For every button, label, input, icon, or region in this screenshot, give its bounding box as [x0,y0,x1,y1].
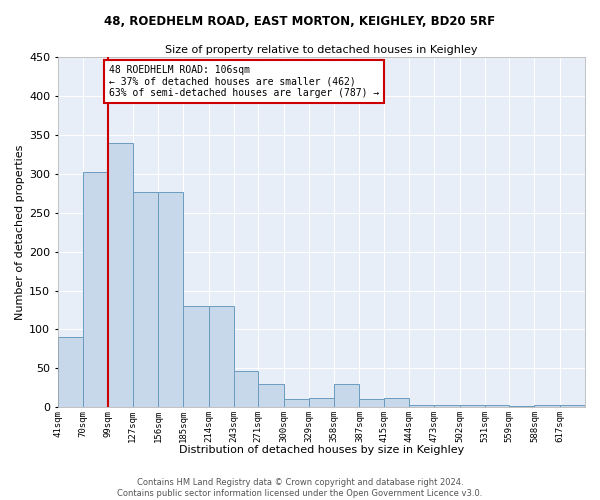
X-axis label: Distribution of detached houses by size in Keighley: Distribution of detached houses by size … [179,445,464,455]
Bar [535,405,560,407]
Bar [109,142,133,407]
Text: 48 ROEDHELM ROAD: 106sqm
← 37% of detached houses are smaller (462)
63% of semi-: 48 ROEDHELM ROAD: 106sqm ← 37% of detach… [109,65,380,98]
Bar [509,406,535,407]
Bar [259,384,284,407]
Bar [83,172,109,407]
Bar [209,306,234,407]
Bar [284,400,309,407]
Title: Size of property relative to detached houses in Keighley: Size of property relative to detached ho… [165,45,478,55]
Bar [485,405,509,407]
Bar [409,405,434,407]
Bar [184,306,209,407]
Bar [359,400,384,407]
Bar [133,192,158,407]
Bar [158,192,184,407]
Bar [560,405,585,407]
Bar [309,398,334,407]
Bar [234,372,259,407]
Bar [58,337,83,407]
Bar [434,405,460,407]
Bar [334,384,359,407]
Text: Contains HM Land Registry data © Crown copyright and database right 2024.
Contai: Contains HM Land Registry data © Crown c… [118,478,482,498]
Bar [460,405,485,407]
Bar [384,398,409,407]
Text: 48, ROEDHELM ROAD, EAST MORTON, KEIGHLEY, BD20 5RF: 48, ROEDHELM ROAD, EAST MORTON, KEIGHLEY… [104,15,496,28]
Y-axis label: Number of detached properties: Number of detached properties [15,144,25,320]
